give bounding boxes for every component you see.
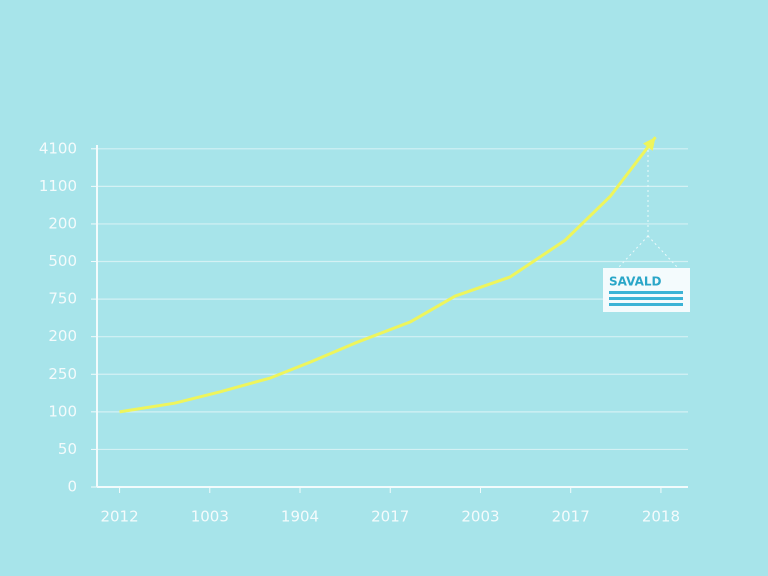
x-tick-label: 2018 [642,508,680,526]
y-tick-label: 750 [48,290,77,308]
y-tick-label: 0 [67,478,77,496]
y-tick-label: 500 [48,252,77,270]
y-tick-label: 200 [48,327,77,345]
grid [91,148,688,493]
y-tick-label: 4100 [39,139,77,157]
x-tick-label: 1904 [281,508,319,526]
x-tick-label: 2003 [461,508,499,526]
plot [119,136,657,414]
leader [617,235,679,269]
x-tick-label: 1003 [191,508,229,526]
y-tick-label: 200 [48,214,77,232]
line [119,136,657,414]
arrow-head [643,137,656,151]
y-tick-label: 100 [48,402,77,420]
y-tick-label: 1100 [39,177,77,195]
annotation: SAVALD [609,275,662,289]
y-tick-label: 250 [48,365,77,383]
x-tick-label: 2017 [552,508,590,526]
x-tick-label: 2017 [371,508,409,526]
y-tick-label: 50 [58,440,77,458]
x-tick-label: 2012 [100,508,138,526]
annotation-lines [609,291,683,306]
